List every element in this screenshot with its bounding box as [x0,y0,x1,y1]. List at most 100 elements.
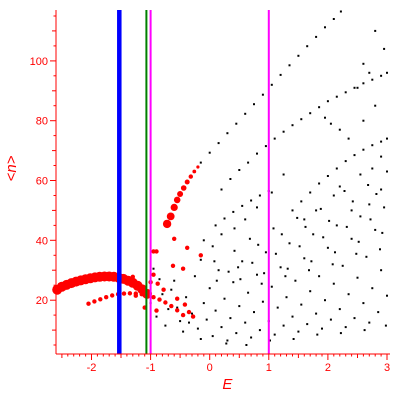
red-point [170,203,178,211]
black-point [176,306,179,309]
black-point [220,233,223,236]
red-point [170,263,176,268]
black-point [321,327,323,330]
black-point [369,218,372,221]
red-point [130,274,135,279]
black-point [374,228,377,231]
black-points-layer [149,10,388,346]
red-point [192,169,197,174]
black-point [226,339,229,342]
black-point [258,329,261,332]
black-point [220,326,223,329]
black-point [276,306,279,309]
black-point [167,308,170,311]
black-point [261,93,264,96]
black-point [316,333,319,336]
black-point [279,73,282,76]
black-point [379,248,381,251]
y-axis-ticks: 20 40 60 80 100 [30,15,56,346]
black-point [199,161,202,164]
black-point [152,267,155,270]
black-point [237,266,240,269]
black-point [324,26,326,29]
black-point [300,303,303,306]
red-point [155,281,160,286]
black-point [286,267,289,270]
red-point [190,314,196,319]
black-point [356,276,359,279]
black-point [191,312,193,315]
red-point [175,308,180,313]
red-point [182,302,188,307]
black-point [288,242,291,245]
red-point [98,297,103,302]
black-point [380,155,383,158]
red-point [180,312,186,318]
black-point [292,338,295,340]
black-point [205,318,208,321]
black-point [288,64,291,67]
black-point [245,344,248,346]
black-point [386,170,388,173]
black-point [309,290,312,293]
black-point [350,209,353,212]
red-point [121,291,127,296]
black-point [226,132,229,135]
black-point [244,321,247,324]
black-point [386,294,388,297]
black-point [256,206,258,209]
red-point [110,293,115,298]
black-point [339,10,342,13]
black-point [319,207,322,210]
black-point [357,240,360,243]
black-point [214,224,217,227]
black-point [202,239,205,242]
black-point [248,237,251,240]
black-point [217,269,220,272]
black-point [297,54,300,57]
red-point [172,236,177,241]
black-point [380,188,383,191]
black-point [199,338,202,340]
black-point [208,151,211,154]
black-point [298,245,301,248]
black-point [161,293,164,296]
black-point [235,122,238,125]
black-point [362,148,365,151]
black-point [256,152,258,155]
black-point [353,317,356,320]
black-point [223,297,226,300]
black-point [182,330,185,333]
red-point [127,291,133,296]
black-point [371,287,374,290]
black-point [296,216,299,219]
red-point [180,185,187,191]
red-point [86,301,91,306]
red-point [175,296,180,301]
black-point [241,260,244,263]
black-point [164,324,167,327]
x-axis-title: E [222,376,233,393]
black-point [179,320,182,323]
black-point [324,116,326,119]
black-point [318,106,321,109]
black-point [371,144,374,147]
red-point [173,196,181,204]
black-point [326,246,329,249]
red-point [154,249,159,254]
red-point [180,266,186,271]
black-point [315,35,318,38]
black-point [211,335,214,338]
black-point [329,318,332,321]
black-point [318,275,321,278]
x-axis-ticks: -2 -1 0 1 2 3 [61,354,390,374]
red-point [139,286,144,291]
black-point [291,209,294,212]
red-point [198,253,203,258]
black-point [353,86,356,89]
black-point [334,251,336,254]
axes-frame [55,10,390,355]
black-point [250,199,253,202]
black-point [339,332,342,335]
black-point [208,287,211,290]
